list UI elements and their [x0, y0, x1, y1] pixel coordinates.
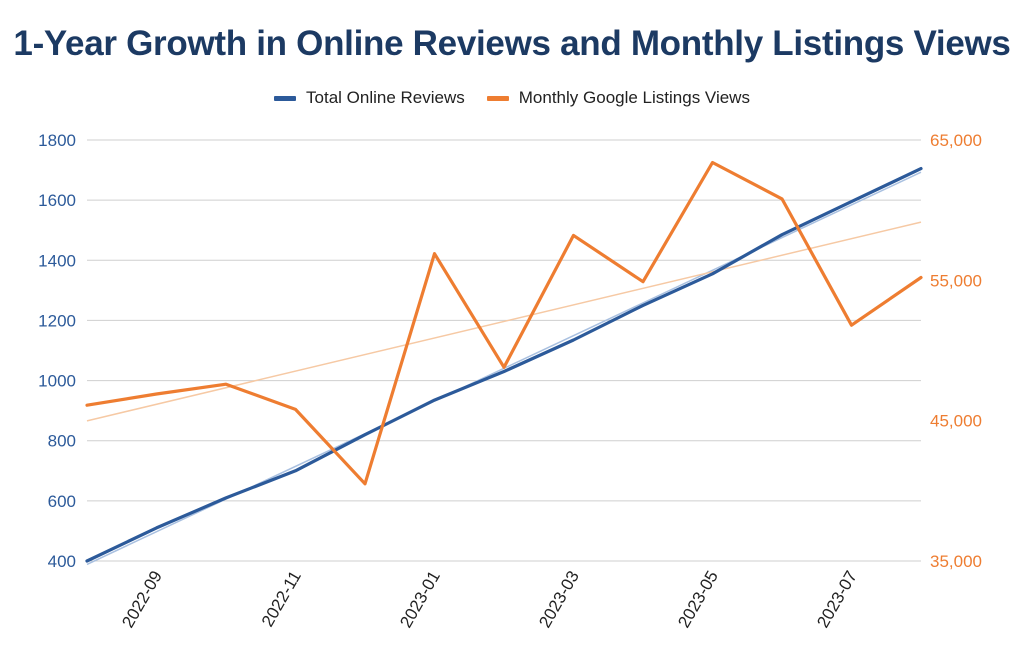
x-tick-label: 2023-03 [535, 568, 583, 632]
y-left-tick-label: 1400 [38, 251, 76, 270]
y-right-tick-label: 65,000 [930, 131, 982, 150]
y-left-tick-label: 800 [48, 432, 76, 451]
series-line-views [85, 160, 923, 486]
y-left-tick-label: 1000 [38, 372, 76, 391]
trendline-views [86, 221, 922, 422]
y-right-tick-label: 35,000 [930, 552, 982, 571]
legend-swatch-reviews [274, 95, 297, 101]
x-tick-label: 2023-07 [813, 568, 861, 632]
legend-swatch-views [486, 95, 509, 101]
x-tick-label: 2022-09 [118, 568, 166, 632]
legend-item-views: Monthly Google Listings Views [486, 88, 750, 108]
x-tick-label: 2023-05 [674, 568, 722, 632]
legend-item-reviews: Total Online Reviews [274, 88, 465, 108]
y-left-tick-label: 1200 [38, 311, 76, 330]
y-left-tick-label: 400 [48, 552, 76, 571]
y-left-tick-label: 600 [48, 492, 76, 511]
x-tick-label: 2022-11 [258, 568, 305, 630]
y-left-tick-label: 1600 [38, 191, 76, 210]
legend-label-reviews: Total Online Reviews [306, 88, 465, 107]
y-left-tick-label: 1800 [38, 131, 76, 150]
x-tick-label: 2023-01 [396, 568, 444, 632]
y-right-tick-label: 55,000 [930, 271, 982, 290]
chart-title: 1-Year Growth in Online Reviews and Mont… [13, 24, 1011, 63]
series-line-reviews [85, 167, 923, 563]
legend-label-views: Monthly Google Listings Views [518, 88, 750, 107]
chart-legend: Total Online Reviews Monthly Google List… [0, 88, 1024, 108]
y-right-tick-label: 45,000 [930, 412, 982, 431]
